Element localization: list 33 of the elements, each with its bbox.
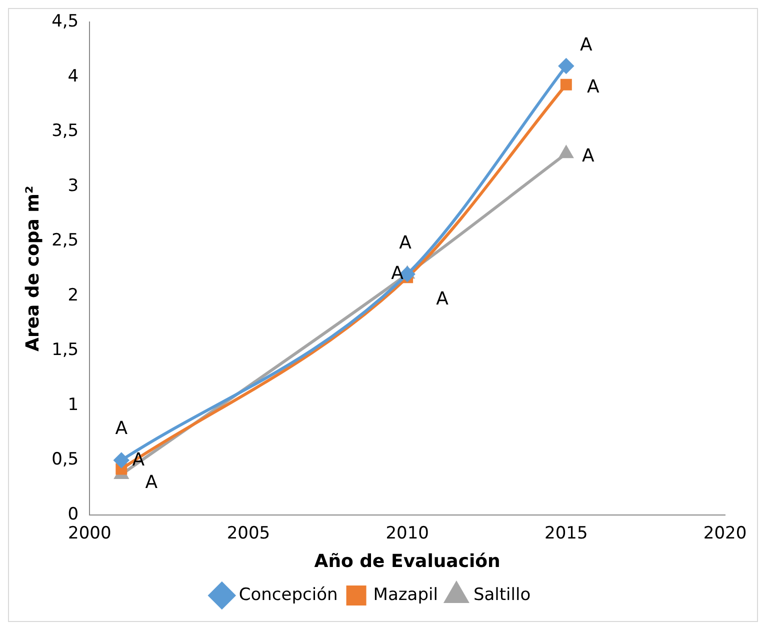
y-tick-label: 0,5 [52,450,79,470]
y-tick-label: 1 [68,394,79,415]
legend-label: Mazapil [373,584,438,605]
y-tick-label: 0 [68,504,79,524]
annotation: A [399,232,412,254]
y-tick-label: 2,5 [52,230,79,251]
point [114,452,129,468]
legend-label: Saltillo [473,584,531,605]
y-tick-label: 4 [68,66,79,86]
annotation: A [436,288,450,310]
x-tick-label: 2020 [703,524,747,544]
point [559,146,573,158]
y-tick-label: 2 [68,285,79,306]
annotation: A [115,418,128,439]
y-tick-label: 3,5 [52,121,79,142]
point [560,78,572,90]
y-tick-label: 3 [68,176,79,196]
x-tick-label: 2000 [68,524,112,544]
legend-label: Concepción [238,584,338,605]
annotation: A [586,76,600,98]
annotation: A [580,34,593,56]
x-tick-label: 2015 [544,524,588,544]
point [558,58,574,74]
y-tick-label: 4,5 [52,12,79,32]
annotation: A [145,472,158,494]
x-axis-title: Año de Evaluación [314,550,500,572]
annotation: A [132,450,146,471]
x-tick-label: 2010 [386,524,429,544]
y-tick-label: 1,5 [52,340,79,360]
y-axis-title: Area de copa m² [22,186,44,352]
annotation: A [582,145,595,166]
annotation: A [391,263,404,284]
x-tick-label: 2005 [226,524,270,544]
